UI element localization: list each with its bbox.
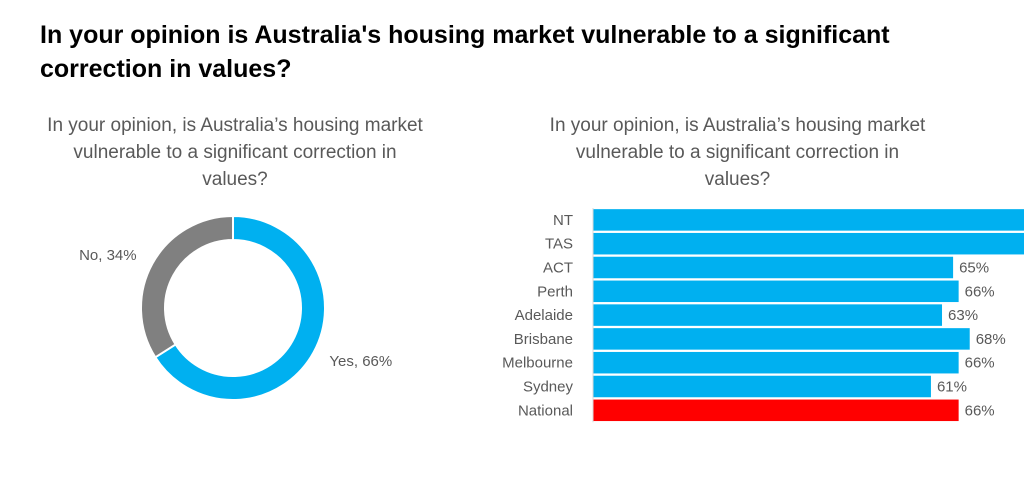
donut-slice-yes — [153, 214, 326, 401]
bar-value-label: 68% — [976, 331, 1006, 348]
donut-slice-no — [140, 214, 234, 359]
bar-value-label: 63% — [948, 307, 978, 324]
bar-national — [593, 399, 959, 422]
donut-label-no: No, 34% — [79, 247, 137, 264]
bar-category-label: National — [518, 402, 573, 419]
bar-brisbane — [593, 328, 970, 350]
donut-chart-title: In your opinion, is Australia’s housing … — [47, 115, 423, 190]
bar-value-label: 66% — [965, 283, 995, 300]
bar-adelaide — [593, 304, 943, 326]
bar-category-label: Melbourne — [502, 355, 573, 372]
bar-value-label: 66% — [965, 402, 995, 419]
bar-sydney — [593, 375, 931, 398]
bar-value-label: 65% — [959, 260, 989, 277]
bar-category-label: Perth — [537, 283, 573, 300]
bar-melbourne — [593, 351, 959, 374]
bar-category-label: Sydney — [523, 379, 574, 396]
bar-category-label: Adelaide — [515, 307, 573, 324]
bar-act — [593, 256, 954, 279]
bar-nt — [593, 209, 1024, 231]
bar-category-label: ACT — [543, 260, 573, 277]
bar-chart-title: In your opinion, is Australia’s housing … — [549, 115, 926, 190]
bar-category-label: TAS — [545, 236, 573, 253]
bar-value-label: 61% — [937, 379, 967, 396]
bar-perth — [593, 280, 959, 303]
donut-chart: Yes, 66% No, 34% — [79, 214, 392, 401]
bar-category-label: NT — [553, 212, 573, 229]
bar-value-label: 66% — [965, 355, 995, 372]
bar-category-label: Brisbane — [514, 331, 573, 348]
page-title: In your opinion is Australia's housing m… — [40, 21, 890, 83]
bar-tas — [593, 232, 1024, 255]
bar-chart: NT80%TAS80%ACT65%Perth66%Adelaide63%Bris… — [502, 208, 1024, 423]
donut-label-yes: Yes, 66% — [329, 353, 392, 370]
